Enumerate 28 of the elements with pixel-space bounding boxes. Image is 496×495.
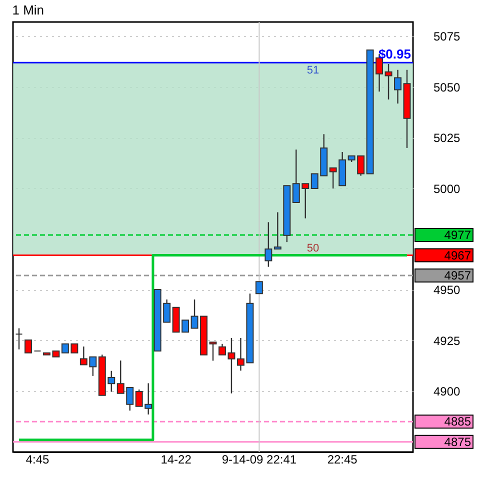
- ref-line-label: 4875: [444, 434, 472, 449]
- ref-line-label: 4977: [444, 228, 472, 242]
- candlestick: [15, 328, 23, 350]
- candlestick: [24, 340, 32, 354]
- y-tick-label: 4925: [434, 334, 461, 348]
- candlestick: [394, 69, 402, 104]
- candlestick: [209, 341, 217, 362]
- y-tick-label: 4950: [434, 283, 461, 298]
- annotation: 51: [306, 64, 320, 77]
- x-tick-label: 22:45: [327, 452, 358, 466]
- ref-line-label: 4885: [444, 414, 472, 429]
- x-tick-label: 14-22: [160, 452, 192, 466]
- y-tick-label: 5025: [434, 131, 461, 146]
- candlestick: [384, 63, 392, 100]
- y-tick-label: 4900: [434, 384, 461, 399]
- y-tick-label: 5075: [434, 30, 461, 44]
- y-tick-label: 5050: [434, 80, 461, 94]
- candlestick: [264, 222, 272, 268]
- ref-line-label: 4967: [444, 248, 472, 262]
- x-tick-label: 4:45: [26, 452, 50, 466]
- ref-line-label: 4957: [444, 268, 472, 283]
- annotation: $0.95: [378, 46, 411, 62]
- candlestick: [274, 212, 282, 250]
- annotation: 50: [306, 242, 320, 254]
- candlestick: [255, 281, 263, 294]
- x-tick-label: 9-14-09 22:41: [222, 452, 297, 466]
- y-tick-label: 5000: [434, 182, 461, 196]
- chart-title: 1 Min: [12, 2, 44, 18]
